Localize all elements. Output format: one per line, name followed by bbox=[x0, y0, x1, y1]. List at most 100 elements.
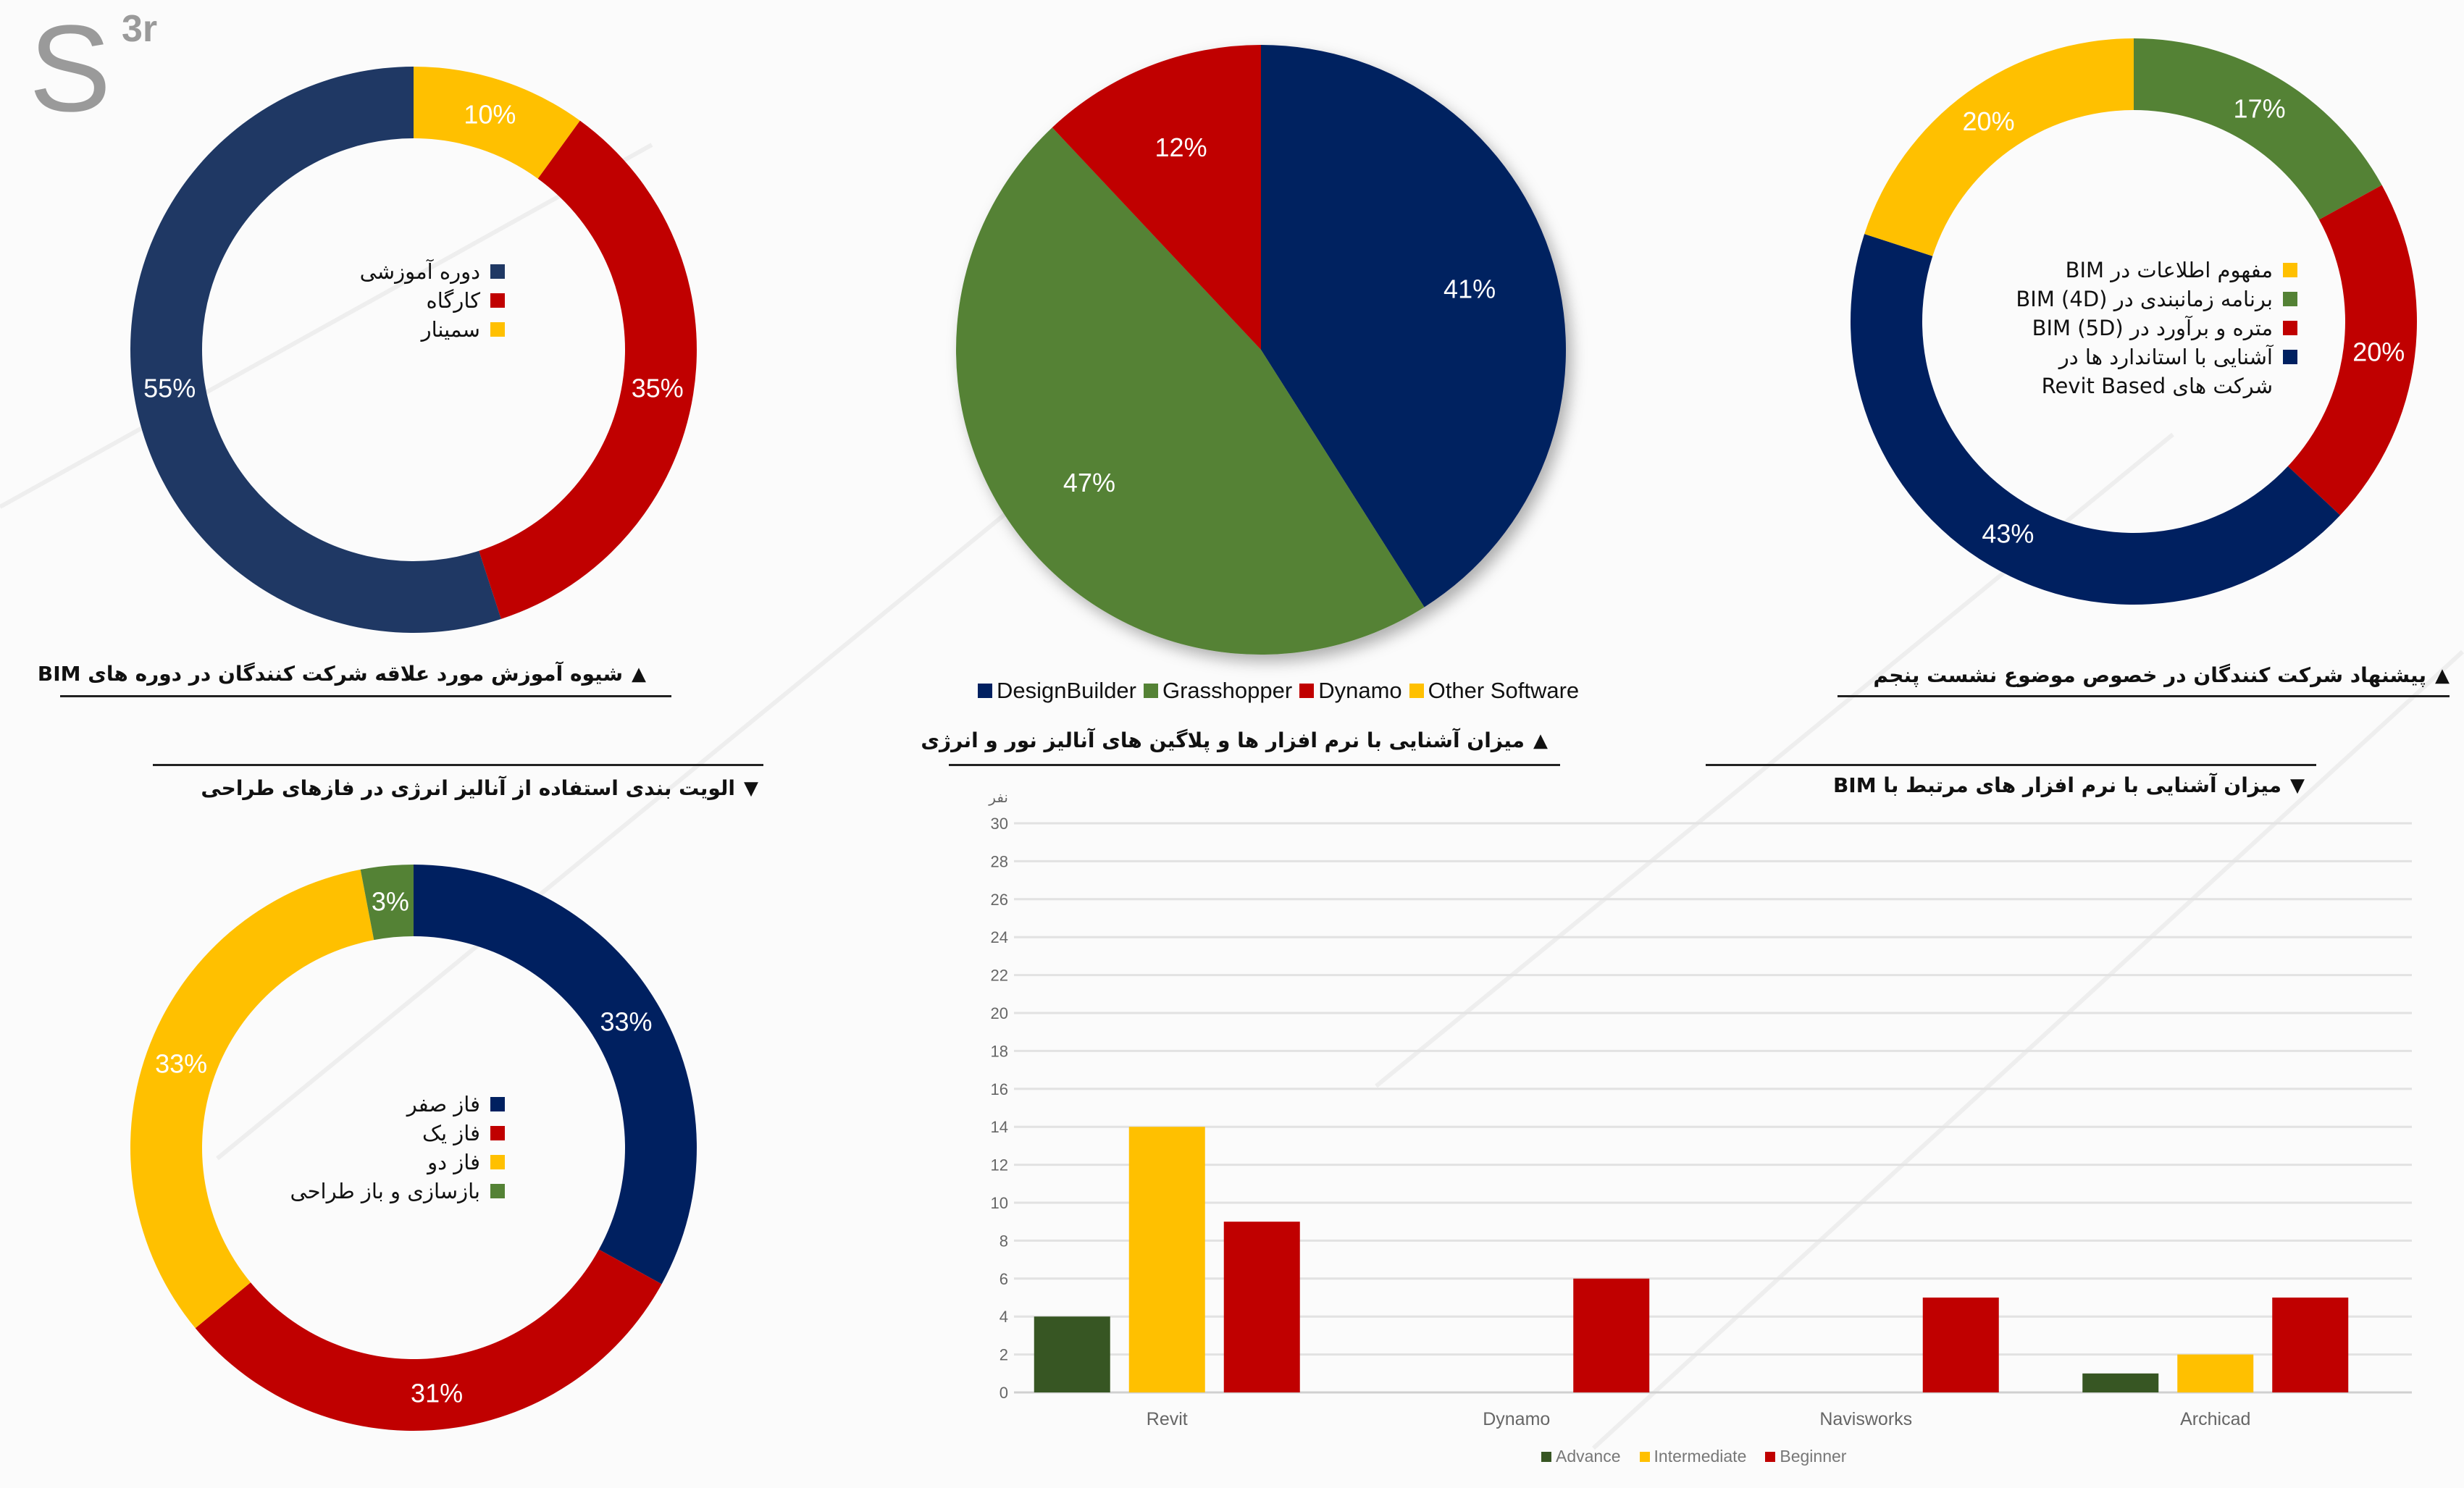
title-bim-software: ▼ میزان آشنایی با نرم افزار های مرتبط با … bbox=[1833, 773, 2305, 797]
legend-swatch bbox=[490, 1155, 505, 1169]
data-label: 10% bbox=[464, 100, 516, 130]
y-tick-label: 8 bbox=[1000, 1232, 1008, 1250]
y-tick-label: 28 bbox=[991, 852, 1008, 870]
slice-17 bbox=[2134, 38, 2382, 220]
legend-item: آشنایی با استاندارد ها در شرکت های Revit… bbox=[2008, 342, 2297, 400]
bar-intermediate-revit bbox=[1128, 1127, 1205, 1392]
slice-33 bbox=[130, 869, 374, 1329]
chart-title: میزان آشنایی با نرم افزار ها و پلاگین ها… bbox=[921, 728, 1525, 752]
legend-swatch bbox=[2283, 350, 2297, 364]
divider bbox=[1706, 764, 2316, 766]
x-tick-label: Revit bbox=[1147, 1409, 1188, 1429]
slice-12 bbox=[1052, 45, 1261, 350]
legend-label: DesignBuilder bbox=[997, 678, 1136, 703]
legend-swatch bbox=[490, 1097, 505, 1111]
legend-label: فاز دو bbox=[427, 1150, 480, 1174]
y-tick-label: 30 bbox=[991, 815, 1008, 833]
bar-beginner-archicad bbox=[2272, 1298, 2349, 1392]
legend-label: کارگاه bbox=[426, 288, 480, 313]
legend-label: Intermediate bbox=[1654, 1447, 1747, 1466]
divider bbox=[60, 695, 671, 697]
legend-item: دوره آموزشی bbox=[360, 257, 505, 286]
legend-label: Grasshopper bbox=[1162, 678, 1293, 703]
legend-swatch bbox=[1299, 684, 1315, 698]
slice-41 bbox=[1261, 45, 1566, 608]
slice-55 bbox=[130, 67, 501, 634]
legend-swatch bbox=[1765, 1451, 1776, 1462]
legend-item: فاز صفر bbox=[290, 1090, 505, 1119]
triangle-down-icon: ▼ bbox=[744, 777, 758, 799]
legend-label: Beginner bbox=[1780, 1447, 1847, 1466]
legend-swatch bbox=[2283, 263, 2297, 277]
legend-label: Other Software bbox=[1428, 678, 1580, 703]
legend-energy-priority: فاز صفر فاز یک فاز دو بازسازی و باز طراح… bbox=[290, 1090, 505, 1206]
data-label: 17% bbox=[2234, 93, 2286, 123]
chart-title: الویت بندی استفاده از آنالیز انرژی در فا… bbox=[201, 776, 735, 800]
legend-item: فاز یک bbox=[290, 1119, 505, 1148]
y-tick-label: 6 bbox=[1000, 1270, 1008, 1288]
legend-item: مفهوم اطلاعات در BIM bbox=[2008, 256, 2297, 285]
legend-training-method: دوره آموزشی کارگاه سمینار bbox=[360, 257, 505, 344]
legend-item: کارگاه bbox=[360, 286, 505, 315]
chart-title: شیوه آموزش مورد علاقه شرکت کنندگان در دو… bbox=[37, 662, 623, 686]
bar-advance-archicad bbox=[2082, 1373, 2159, 1392]
legend-swatch bbox=[1541, 1451, 1551, 1462]
legend-item: Advance bbox=[1541, 1447, 1621, 1466]
legend-item: Other Software bbox=[1409, 678, 1579, 704]
title-training-method: ▲ شیوه آموزش مورد علاقه شرکت کنندگان در د… bbox=[38, 662, 646, 686]
data-label: 35% bbox=[632, 373, 684, 403]
legend-swatch bbox=[490, 322, 505, 337]
data-label: 12% bbox=[1155, 133, 1207, 162]
slice-35 bbox=[479, 120, 697, 619]
y-tick-label: 14 bbox=[991, 1118, 1008, 1136]
slice-20 bbox=[1864, 38, 2134, 256]
y-tick-label: 4 bbox=[1000, 1308, 1008, 1326]
y-tick-label: 0 bbox=[1000, 1384, 1008, 1402]
bar-beginner-revit bbox=[1223, 1222, 1300, 1392]
data-label: 20% bbox=[2352, 337, 2405, 367]
legend-swatch bbox=[1144, 684, 1158, 698]
x-tick-label: Navisworks bbox=[1819, 1409, 1912, 1429]
legend-swatch bbox=[490, 1126, 505, 1140]
data-label: 33% bbox=[600, 1006, 652, 1036]
legend-label: مفهوم اطلاعات در BIM bbox=[2065, 258, 2273, 282]
chart-title: میزان آشنایی با نرم افزار های مرتبط با B… bbox=[1832, 773, 2281, 797]
legend-label: برنامه زمانبندی در BIM (4D) bbox=[2016, 287, 2273, 311]
legend-item: برنامه زمانبندی در BIM (4D) bbox=[2008, 285, 2297, 314]
data-label: 43% bbox=[1982, 519, 2034, 549]
title-fifth-session: ▲ پیشنهاد شرکت کنندگان در خصوص موضوع نشست… bbox=[1873, 663, 2450, 687]
y-tick-label: 12 bbox=[991, 1156, 1008, 1174]
legend-swatch bbox=[490, 264, 505, 279]
legend-item: متره و برآورد در BIM (5D) bbox=[2008, 314, 2297, 342]
triangle-up-icon: ▲ bbox=[632, 663, 646, 685]
data-label: 3% bbox=[372, 887, 409, 917]
pie-chart-energy-software bbox=[956, 45, 1566, 655]
y-tick-label: 2 bbox=[1000, 1346, 1008, 1364]
legend-label: Advance bbox=[1556, 1447, 1621, 1466]
bar-intermediate-archicad bbox=[2177, 1354, 2254, 1392]
bar-beginner-dynamo bbox=[1573, 1278, 1650, 1392]
y-tick-label: 22 bbox=[991, 967, 1008, 985]
legend-item: Dynamo bbox=[1299, 678, 1402, 704]
legend-swatch bbox=[2283, 292, 2297, 306]
slice-20 bbox=[2287, 185, 2417, 516]
y-axis-label: نفر bbox=[988, 789, 1008, 806]
legend-item: بازسازی و باز طراحی bbox=[290, 1177, 505, 1206]
y-tick-label: 18 bbox=[991, 1042, 1008, 1060]
triangle-up-icon: ▲ bbox=[1533, 729, 1548, 752]
y-tick-label: 20 bbox=[991, 1004, 1008, 1022]
legend-label: آشنایی با استاندارد ها در شرکت های Revit… bbox=[2041, 345, 2273, 398]
legend-swatch bbox=[978, 684, 992, 698]
legend-label: بازسازی و باز طراحی bbox=[290, 1179, 480, 1203]
legend-bim-software: Advance Intermediate Beginner bbox=[1541, 1447, 1846, 1466]
legend-fifth-session: مفهوم اطلاعات در BIM برنامه زمانبندی در … bbox=[2008, 256, 2297, 400]
data-label: 41% bbox=[1443, 274, 1496, 303]
slice-10 bbox=[414, 67, 580, 179]
y-tick-label: 16 bbox=[991, 1080, 1008, 1098]
legend-energy-software: DesignBuilder Grasshopper Dynamo Other S… bbox=[978, 678, 1579, 704]
legend-swatch bbox=[490, 293, 505, 308]
y-tick-label: 24 bbox=[991, 928, 1008, 946]
title-energy-priority: ▼ الویت بندی استفاده از آنالیز انرژی در ف… bbox=[201, 776, 758, 800]
divider bbox=[1837, 695, 2450, 697]
